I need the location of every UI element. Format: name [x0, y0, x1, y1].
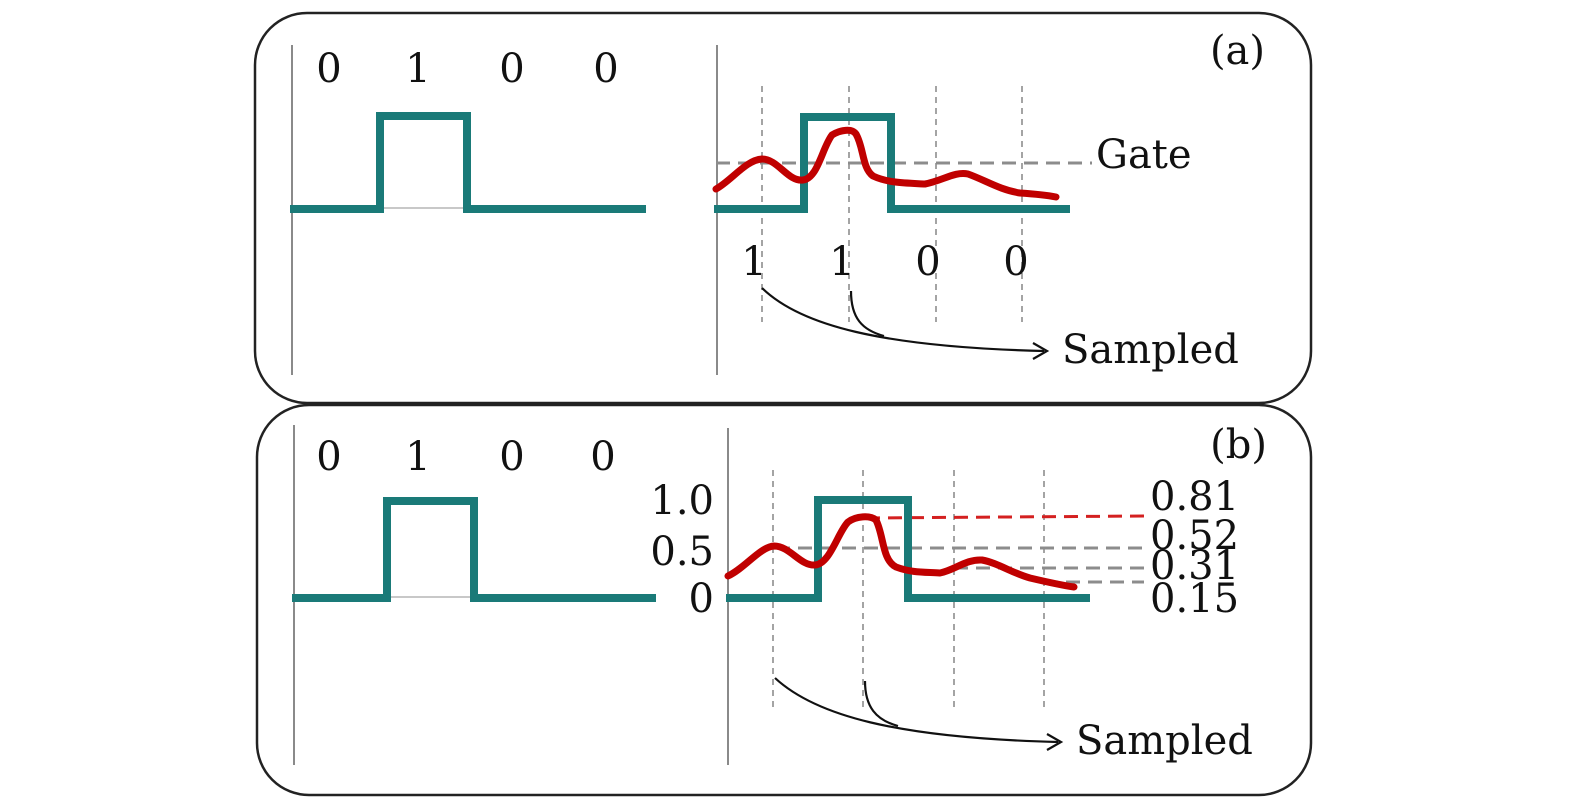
- panel-b-sample-curve-2: [863, 680, 899, 728]
- panel-a-sample-curve-2: [849, 290, 885, 338]
- panel-b-tag: (b): [1210, 422, 1267, 468]
- panel-a-sampled-bit-3: 0: [915, 239, 940, 285]
- panel-b-ytick-1: 1.0: [650, 478, 714, 524]
- panel-b-level-value-1: 0.81: [1150, 474, 1239, 520]
- panel-a-input-bit-3: 0: [499, 46, 524, 92]
- panel-b-level-line-1: [865, 514, 1145, 520]
- panel-b-input-bit-4: 0: [590, 434, 615, 480]
- panel-a-sampled-label: Sampled: [1062, 327, 1239, 373]
- panel-b-input-bit-2: 1: [405, 434, 430, 480]
- panel-b-sample-curve-1: [774, 677, 1059, 744]
- panel-a-sampled-bit-2: 1: [829, 239, 854, 285]
- panel-b: 0 1 0 0 1.0 0.5 0 0.81 0.52 0.31 0.15 Sa…: [255, 403, 1313, 797]
- panel-a-frame: [253, 11, 1313, 405]
- panel-b-arrowhead: [1046, 733, 1064, 751]
- panel-b-received-signal: [724, 513, 1078, 591]
- panel-a-transmitted-pulse: [290, 112, 646, 213]
- panel-b-transmitted-pulse: [292, 497, 656, 602]
- panel-b-level-value-2: 0.52: [1150, 513, 1239, 559]
- panel-b-frame: [255, 403, 1313, 797]
- panel-b-level-value-3: 0.31: [1150, 543, 1239, 589]
- panel-a-input-bit-4: 0: [593, 46, 618, 92]
- panel-a-tag: (a): [1210, 28, 1265, 74]
- panel-a-gate-label: Gate: [1096, 132, 1192, 178]
- panel-b-sampled-label: Sampled: [1076, 718, 1253, 764]
- panel-b-input-bit-1: 0: [316, 434, 341, 480]
- panel-a-input-bit-1: 0: [316, 46, 341, 92]
- panel-a-input-bit-2: 1: [405, 46, 430, 92]
- panel-a-received-signal: [712, 126, 1060, 201]
- panel-a: 0 1 0 0 Gate 1 1 0 0 Sampled (a): [253, 11, 1313, 405]
- panel-b-ytick-3: 0: [689, 576, 714, 622]
- panel-a-arrowhead: [1032, 342, 1050, 360]
- panel-a-sample-curve-1: [761, 287, 1045, 353]
- panel-b-input-bit-3: 0: [499, 434, 524, 480]
- panel-a-reference-pulse: [714, 113, 1070, 213]
- panel-a-sampled-bit-1: 1: [741, 239, 766, 285]
- panel-b-reference-pulse: [726, 496, 1090, 602]
- panel-b-ytick-2: 0.5: [650, 529, 714, 575]
- panel-b-level-value-4: 0.15: [1150, 576, 1239, 622]
- panel-a-sampled-bit-4: 0: [1003, 239, 1028, 285]
